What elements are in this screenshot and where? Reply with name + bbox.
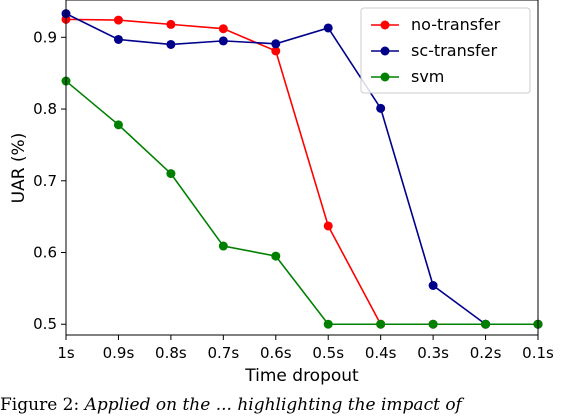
data-point xyxy=(218,36,228,46)
data-point xyxy=(481,319,491,329)
data-point xyxy=(376,319,386,329)
x-tick-label: 0.9s xyxy=(103,344,135,362)
y-tick-label: 0.8 xyxy=(33,100,57,118)
x-tick-label: 0.7s xyxy=(207,344,239,362)
series-line xyxy=(65,80,538,326)
data-point xyxy=(166,19,176,29)
x-tick-label: 0.3s xyxy=(417,344,449,362)
data-point xyxy=(271,39,281,49)
y-tick-label: 0.7 xyxy=(33,172,57,190)
line-chart: 0.5 0.6 0.7 0.8 0.9 1s 0.9s 0.8s 0.7s 0.6s 0.5s 0.… xyxy=(9,0,554,386)
legend-item: svm xyxy=(371,67,444,86)
x-tick-label: 0.8s xyxy=(155,344,187,362)
legend-box xyxy=(360,7,531,94)
series-line xyxy=(65,12,538,326)
legend-label: svm xyxy=(411,67,444,86)
x-axis-label: Time dropout xyxy=(244,366,359,386)
legend-marker xyxy=(380,20,390,30)
caption-text: Applied on the ... highlighting the impa… xyxy=(84,395,462,415)
legend-label: sc-transfer xyxy=(411,41,498,60)
plot-frame xyxy=(65,0,539,336)
y-tick-label: 0.9 xyxy=(33,28,57,46)
data-point xyxy=(113,34,123,44)
legend: no-transfer sc-transfer svm xyxy=(360,7,531,94)
data-point xyxy=(428,319,438,329)
legend-item: sc-transfer xyxy=(371,41,498,60)
data-point xyxy=(271,46,281,56)
data-point xyxy=(323,23,333,33)
data-point xyxy=(218,241,228,251)
y-tick-label: 0.6 xyxy=(33,244,57,262)
data-point xyxy=(376,103,386,113)
caption-prefix: Figure 2: xyxy=(0,395,80,415)
data-point xyxy=(218,24,228,34)
x-tick-label: 0.4s xyxy=(365,344,397,362)
data-point xyxy=(113,15,123,25)
data-point xyxy=(113,120,123,130)
data-point xyxy=(323,221,333,231)
x-axis-ticks: 1s 0.9s 0.8s 0.7s 0.6s 0.5s 0.4s 0.3s 0.2s 0.1s xyxy=(57,335,554,362)
x-tick-label: 0.1s xyxy=(522,344,554,362)
x-tick-label: 0.5s xyxy=(312,344,344,362)
x-tick-label: 0.6s xyxy=(260,344,292,362)
series-svm xyxy=(61,76,543,329)
data-point xyxy=(166,39,176,49)
x-tick-label: 1s xyxy=(57,344,75,362)
data-point xyxy=(271,251,281,261)
figure-caption: Figure 2: Applied on the ... highlightin… xyxy=(0,393,576,418)
y-axis-label: UAR (%) xyxy=(9,133,29,204)
y-tick-label: 0.5 xyxy=(33,315,57,333)
data-point xyxy=(428,281,438,291)
y-axis-ticks: 0.5 0.6 0.7 0.8 0.9 xyxy=(33,28,66,333)
x-tick-label: 0.2s xyxy=(470,344,502,362)
legend-label: no-transfer xyxy=(411,15,501,34)
legend-marker xyxy=(380,46,390,56)
series-layer xyxy=(61,9,543,329)
data-point xyxy=(166,169,176,179)
legend-marker xyxy=(380,72,390,82)
legend-item: no-transfer xyxy=(371,15,501,34)
data-point xyxy=(323,319,333,329)
